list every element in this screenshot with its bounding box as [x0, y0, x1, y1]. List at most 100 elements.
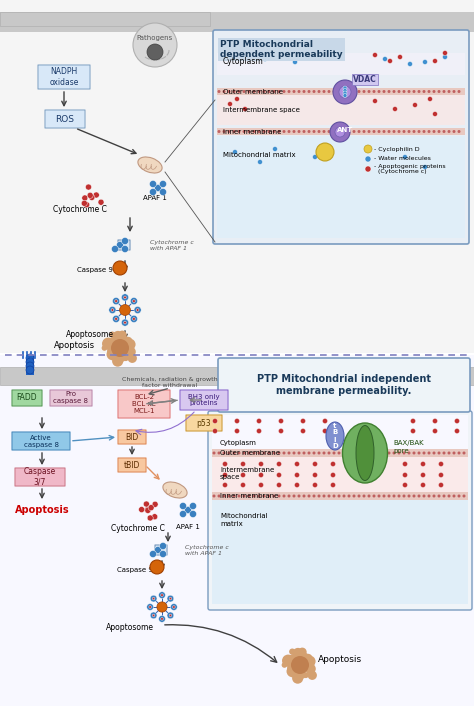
Circle shape	[273, 130, 275, 133]
Circle shape	[26, 366, 34, 374]
Circle shape	[133, 318, 135, 321]
Circle shape	[276, 472, 282, 477]
Circle shape	[26, 362, 34, 370]
Circle shape	[190, 510, 197, 517]
Circle shape	[373, 494, 375, 498]
Circle shape	[228, 102, 233, 107]
Circle shape	[364, 145, 372, 153]
Circle shape	[159, 592, 165, 599]
Circle shape	[184, 506, 191, 513]
Circle shape	[343, 86, 347, 90]
Circle shape	[273, 452, 275, 455]
Circle shape	[253, 494, 255, 498]
Circle shape	[363, 130, 365, 133]
Circle shape	[367, 452, 371, 455]
Text: ANT: ANT	[337, 127, 353, 133]
Circle shape	[312, 90, 316, 93]
Circle shape	[109, 306, 116, 313]
Circle shape	[102, 337, 114, 349]
Text: Apoptosis: Apoptosis	[318, 655, 362, 664]
Bar	[0, 12, 210, 26]
Circle shape	[113, 261, 127, 275]
Circle shape	[222, 472, 228, 477]
Bar	[0, 12, 474, 32]
Text: - Cyclophilin D: - Cyclophilin D	[374, 147, 419, 152]
Circle shape	[218, 494, 220, 498]
Circle shape	[402, 482, 408, 488]
Circle shape	[288, 452, 291, 455]
Circle shape	[377, 452, 381, 455]
Circle shape	[412, 130, 416, 133]
Circle shape	[402, 472, 408, 477]
Circle shape	[353, 452, 356, 455]
Circle shape	[330, 472, 336, 477]
Circle shape	[218, 130, 220, 133]
Circle shape	[432, 429, 438, 433]
Circle shape	[432, 452, 436, 455]
Circle shape	[339, 86, 351, 98]
Circle shape	[257, 160, 263, 164]
Circle shape	[85, 184, 91, 190]
Ellipse shape	[163, 482, 187, 498]
Circle shape	[302, 659, 313, 671]
Circle shape	[152, 597, 155, 600]
Circle shape	[322, 494, 326, 498]
FancyBboxPatch shape	[218, 358, 470, 412]
Circle shape	[117, 353, 126, 362]
Circle shape	[155, 546, 162, 554]
Circle shape	[347, 494, 350, 498]
Circle shape	[428, 130, 430, 133]
Text: Apoptosome: Apoptosome	[106, 623, 154, 632]
Circle shape	[258, 472, 264, 477]
FancyBboxPatch shape	[50, 390, 92, 406]
Circle shape	[443, 90, 446, 93]
Circle shape	[318, 494, 320, 498]
Circle shape	[308, 494, 310, 498]
Circle shape	[328, 130, 330, 133]
Circle shape	[363, 452, 365, 455]
Circle shape	[373, 130, 375, 133]
Circle shape	[169, 597, 172, 600]
Circle shape	[130, 297, 137, 305]
Circle shape	[337, 494, 340, 498]
Circle shape	[148, 505, 154, 510]
Circle shape	[428, 97, 432, 102]
Circle shape	[253, 452, 255, 455]
Circle shape	[388, 494, 391, 498]
Circle shape	[287, 664, 296, 672]
Circle shape	[383, 494, 385, 498]
Circle shape	[273, 90, 275, 93]
Circle shape	[123, 355, 129, 361]
Circle shape	[122, 342, 133, 354]
Circle shape	[412, 102, 418, 107]
Circle shape	[422, 59, 428, 64]
Circle shape	[93, 192, 99, 198]
Text: p53: p53	[197, 419, 211, 428]
Circle shape	[447, 452, 450, 455]
FancyBboxPatch shape	[213, 30, 469, 244]
Circle shape	[98, 199, 104, 205]
Circle shape	[124, 296, 127, 299]
Circle shape	[412, 90, 416, 93]
Circle shape	[107, 347, 116, 355]
Circle shape	[228, 494, 230, 498]
Text: Inner membrane: Inner membrane	[220, 493, 278, 499]
Text: APAF 1: APAF 1	[143, 195, 167, 201]
Circle shape	[333, 80, 357, 104]
Circle shape	[328, 90, 330, 93]
Circle shape	[443, 54, 447, 59]
Bar	[212, 449, 468, 457]
Circle shape	[292, 59, 298, 64]
Circle shape	[312, 155, 318, 160]
Circle shape	[112, 297, 120, 305]
Bar	[212, 457, 468, 492]
Text: Apoptosis: Apoptosis	[15, 505, 69, 515]
FancyBboxPatch shape	[118, 240, 130, 250]
Circle shape	[247, 494, 250, 498]
Circle shape	[233, 150, 237, 155]
Circle shape	[312, 462, 318, 467]
Circle shape	[432, 494, 436, 498]
Circle shape	[263, 56, 267, 61]
Circle shape	[337, 90, 340, 93]
Circle shape	[322, 419, 328, 424]
